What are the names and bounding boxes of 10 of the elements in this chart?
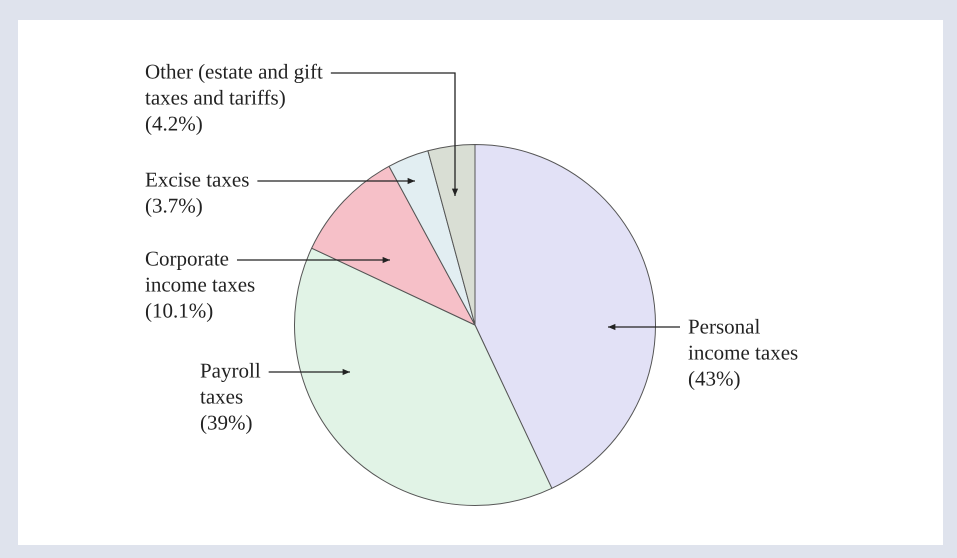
- slice-label: Corporate income taxes: [145, 246, 256, 297]
- data-label: (43%): [688, 366, 740, 391]
- data-label: (39%): [200, 410, 252, 435]
- slice-label: Excise taxes: [145, 168, 250, 192]
- slice-label: Other (estate and gift taxes and tariffs): [145, 60, 324, 110]
- slice-label: Payroll taxes: [200, 358, 261, 409]
- data-label: (3.7%): [145, 194, 203, 218]
- data-label: (4.2%): [145, 112, 203, 136]
- data-label: (10.1%): [145, 298, 214, 323]
- slice-label: Personal income taxes: [688, 314, 798, 365]
